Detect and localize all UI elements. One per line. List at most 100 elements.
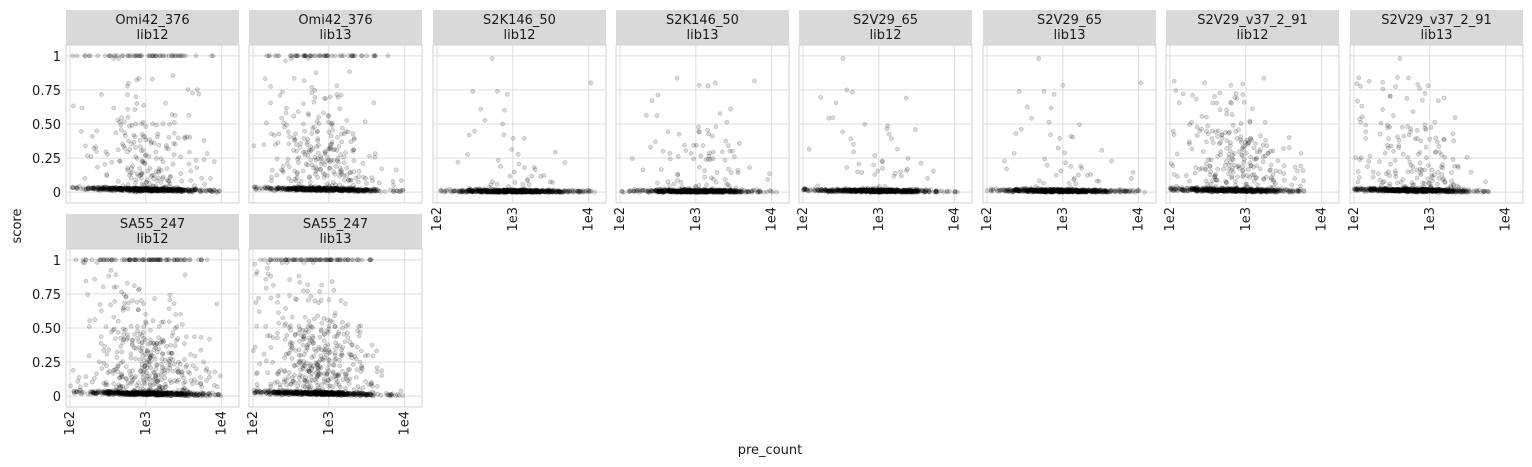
data-point [509, 147, 515, 152]
data-point [216, 188, 222, 194]
data-point [125, 92, 130, 97]
data-point [292, 138, 297, 143]
data-point [1240, 168, 1246, 173]
data-point [154, 156, 159, 161]
data-point [1062, 150, 1067, 156]
data-point [1048, 105, 1054, 111]
data-point [100, 185, 106, 190]
data-point [180, 189, 186, 194]
data-point [125, 165, 130, 171]
data-point [197, 189, 203, 194]
data-point [122, 119, 127, 124]
data-point [902, 188, 908, 193]
data-point [134, 187, 139, 192]
data-point [848, 136, 854, 141]
data-point [306, 56, 311, 61]
data-point [516, 161, 522, 167]
data-point [939, 188, 944, 194]
data-point [170, 188, 176, 194]
data-point [984, 188, 990, 193]
data-point [166, 183, 172, 189]
data-point [808, 187, 813, 193]
data-point [111, 185, 116, 191]
data-point [143, 187, 149, 192]
data-point [138, 53, 143, 59]
data-point [85, 186, 90, 192]
data-point [153, 53, 159, 59]
data-point [527, 182, 532, 187]
facet-library-label: lib13 [686, 28, 718, 43]
data-point [391, 182, 397, 188]
data-point [120, 186, 126, 192]
data-point [399, 178, 404, 183]
data-point [1058, 168, 1064, 174]
data-point [149, 139, 154, 145]
data-point [534, 188, 539, 194]
data-point [990, 186, 996, 192]
data-point [156, 175, 161, 181]
data-point [855, 169, 860, 175]
data-point [102, 53, 108, 59]
data-point [141, 187, 146, 192]
data-point [720, 149, 725, 155]
data-point [118, 187, 124, 193]
data-point [106, 53, 112, 59]
data-point [181, 188, 187, 193]
data-point [186, 187, 191, 193]
data-point [166, 53, 172, 59]
data-point [1055, 145, 1061, 151]
data-point [502, 108, 507, 113]
facet-library-label: lib12 [869, 28, 901, 43]
data-point [1130, 169, 1136, 175]
data-point [913, 187, 919, 192]
facet-library-label: lib12 [503, 28, 535, 43]
facet-antibody-label: S2K146_50 [666, 13, 739, 28]
data-point [1202, 80, 1207, 86]
data-point [154, 122, 159, 128]
data-point [746, 189, 752, 195]
data-point [1171, 78, 1177, 84]
data-point [886, 131, 892, 137]
data-point [187, 149, 192, 155]
data-point [752, 78, 757, 84]
data-point [148, 187, 153, 192]
data-point [147, 165, 153, 171]
data-point [162, 185, 168, 191]
data-point [162, 187, 168, 193]
data-point [150, 186, 156, 192]
data-point [696, 124, 701, 130]
data-point [90, 133, 95, 139]
data-point [134, 187, 139, 193]
data-point [1051, 92, 1057, 97]
data-point [165, 146, 171, 152]
data-point [723, 138, 728, 144]
data-point [510, 136, 516, 141]
data-point [151, 188, 157, 193]
data-point [137, 188, 143, 193]
data-point [364, 181, 369, 186]
data-point [291, 185, 297, 190]
data-point [179, 53, 185, 59]
data-point [675, 154, 681, 159]
data-point [160, 186, 165, 192]
data-point [285, 156, 291, 162]
data-point [79, 105, 85, 111]
data-point [344, 118, 350, 123]
data-point [109, 186, 115, 191]
data-point [167, 187, 172, 192]
data-point [141, 161, 147, 166]
data-point [770, 189, 776, 195]
data-point [728, 106, 734, 112]
data-point [274, 172, 280, 178]
x-tick-label: 1e3 [506, 207, 521, 232]
data-point [1240, 153, 1245, 158]
data-point [93, 144, 99, 150]
data-point [733, 188, 738, 194]
data-point [327, 94, 333, 100]
data-point [156, 187, 162, 193]
data-point [1013, 131, 1019, 136]
data-point [584, 188, 590, 193]
data-point [213, 188, 218, 193]
data-point [289, 56, 294, 61]
data-point [156, 187, 161, 192]
